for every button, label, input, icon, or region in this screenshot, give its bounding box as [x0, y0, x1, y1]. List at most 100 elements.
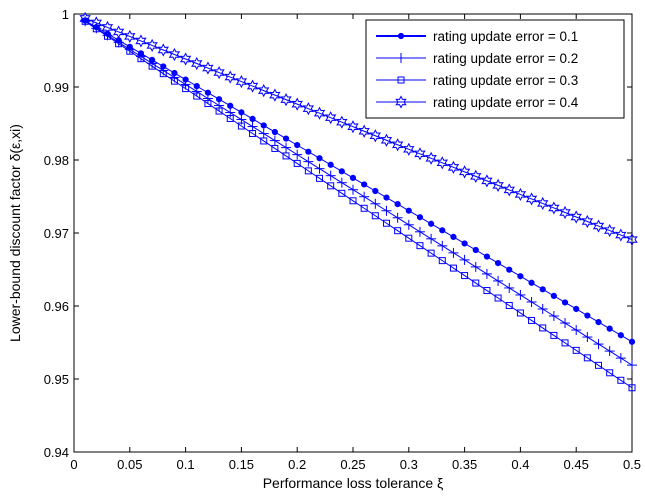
y-tick-label: 0.96	[44, 299, 69, 314]
data-point-plus	[403, 219, 414, 230]
data-point-square	[595, 361, 603, 369]
data-point-square	[204, 100, 212, 108]
data-point-square	[249, 129, 257, 137]
data-point-plus	[414, 226, 425, 237]
data-point-dot	[494, 260, 502, 267]
data-point-star	[525, 192, 538, 206]
legend: rating update error = 0.1 rating update e…	[365, 19, 625, 119]
data-point-plus	[537, 303, 548, 314]
data-point-plus	[381, 205, 392, 216]
data-point-star	[146, 38, 158, 53]
data-point-dot	[238, 109, 245, 116]
data-point-star	[157, 43, 169, 57]
data-point-dot	[461, 240, 468, 247]
data-point-star	[570, 210, 582, 224]
data-point-square	[550, 331, 558, 339]
data-point-plus	[325, 170, 336, 181]
x-tick-label: 0.35	[452, 457, 477, 472]
data-point-star	[202, 61, 214, 75]
x-tick-label: 0.2	[288, 457, 306, 472]
legend-label: rating update error = 0.1	[433, 29, 578, 44]
data-point-plus	[593, 339, 604, 350]
y-tick-label: 0.99	[44, 80, 69, 95]
data-point-square	[516, 309, 524, 317]
legend-item: rating update error = 0.1	[376, 29, 578, 44]
data-point-dot	[361, 181, 368, 188]
data-point-plus	[582, 332, 593, 343]
data-point-star	[492, 178, 504, 192]
data-point-plus	[504, 282, 515, 293]
data-point-square	[126, 47, 134, 55]
data-point-star	[626, 232, 638, 247]
data-point-square	[461, 272, 469, 280]
data-point-star	[548, 201, 560, 215]
data-point-square	[282, 152, 290, 160]
data-point-star	[436, 156, 448, 170]
y-tick-label: 0.98	[44, 153, 69, 168]
y-axis-label: Lower-bound discount factor δ(ε,xi)	[7, 124, 23, 342]
data-point-square	[505, 301, 513, 309]
y-tick-label: 0.94	[44, 445, 69, 460]
data-point-dot	[573, 305, 580, 313]
data-point-star	[313, 106, 326, 120]
data-point-dot	[584, 312, 591, 319]
data-point-square	[539, 324, 547, 332]
data-point-star	[470, 169, 482, 183]
data-point-plus	[448, 247, 459, 258]
legend-item: rating update error = 0.3	[376, 73, 578, 88]
data-point-star	[447, 160, 460, 174]
y-tick-label: 1	[62, 7, 69, 22]
data-point-star	[425, 151, 437, 165]
legend-item: rating update error = 0.4	[376, 95, 579, 110]
data-point-plus	[526, 296, 537, 307]
x-tick-label: 0.15	[229, 457, 254, 472]
data-point-star	[179, 52, 192, 66]
data-point-square	[148, 62, 156, 70]
data-point-square	[137, 55, 145, 63]
data-point-plus	[348, 184, 358, 195]
data-point-dot	[595, 319, 602, 326]
data-point-star	[514, 187, 527, 202]
data-point-square	[449, 264, 457, 272]
data-point-square	[405, 234, 413, 242]
data-point-dot	[316, 155, 323, 162]
data-point-plus	[359, 191, 370, 202]
data-point-square	[293, 159, 301, 167]
data-point-plus	[180, 79, 191, 90]
data-point-star	[336, 115, 348, 129]
x-tick-label: 0.3	[400, 457, 418, 472]
data-point-square	[528, 316, 536, 324]
data-point-square	[561, 339, 569, 347]
data-point-dot	[405, 207, 412, 214]
series-line	[84, 20, 633, 389]
axis-ticks: 0 0.05 0.1 0.15 0.2 0.25 0.3 0.35 0.4 0.45 0.5 0.94…	[44, 7, 641, 472]
data-point-dot	[472, 246, 479, 254]
data-point-star	[380, 133, 393, 147]
data-point-square	[338, 189, 346, 197]
data-point-square	[182, 85, 190, 93]
data-point-star	[235, 74, 248, 89]
data-point-star	[347, 120, 359, 134]
x-tick-label: 0.1	[177, 457, 195, 472]
data-point-star	[246, 79, 259, 93]
data-point-square	[260, 137, 268, 145]
data-point-dot	[439, 227, 446, 234]
data-point-plus	[392, 212, 403, 223]
data-point-square	[382, 219, 390, 227]
data-point-square	[483, 287, 491, 295]
data-point-star	[213, 65, 225, 80]
data-point-plus	[571, 325, 582, 336]
data-point-square	[304, 167, 312, 175]
data-point-square	[226, 115, 234, 123]
data-point-plus	[269, 135, 280, 146]
data-point-plus	[426, 233, 437, 244]
data-point-star	[191, 56, 203, 71]
data-point-square	[572, 346, 580, 354]
data-point-plus	[627, 360, 637, 371]
data-point-square	[416, 242, 424, 250]
data-point-plus	[292, 149, 303, 160]
data-point-square	[606, 369, 614, 377]
data-point-star	[603, 223, 616, 238]
data-point-dot	[294, 142, 301, 149]
